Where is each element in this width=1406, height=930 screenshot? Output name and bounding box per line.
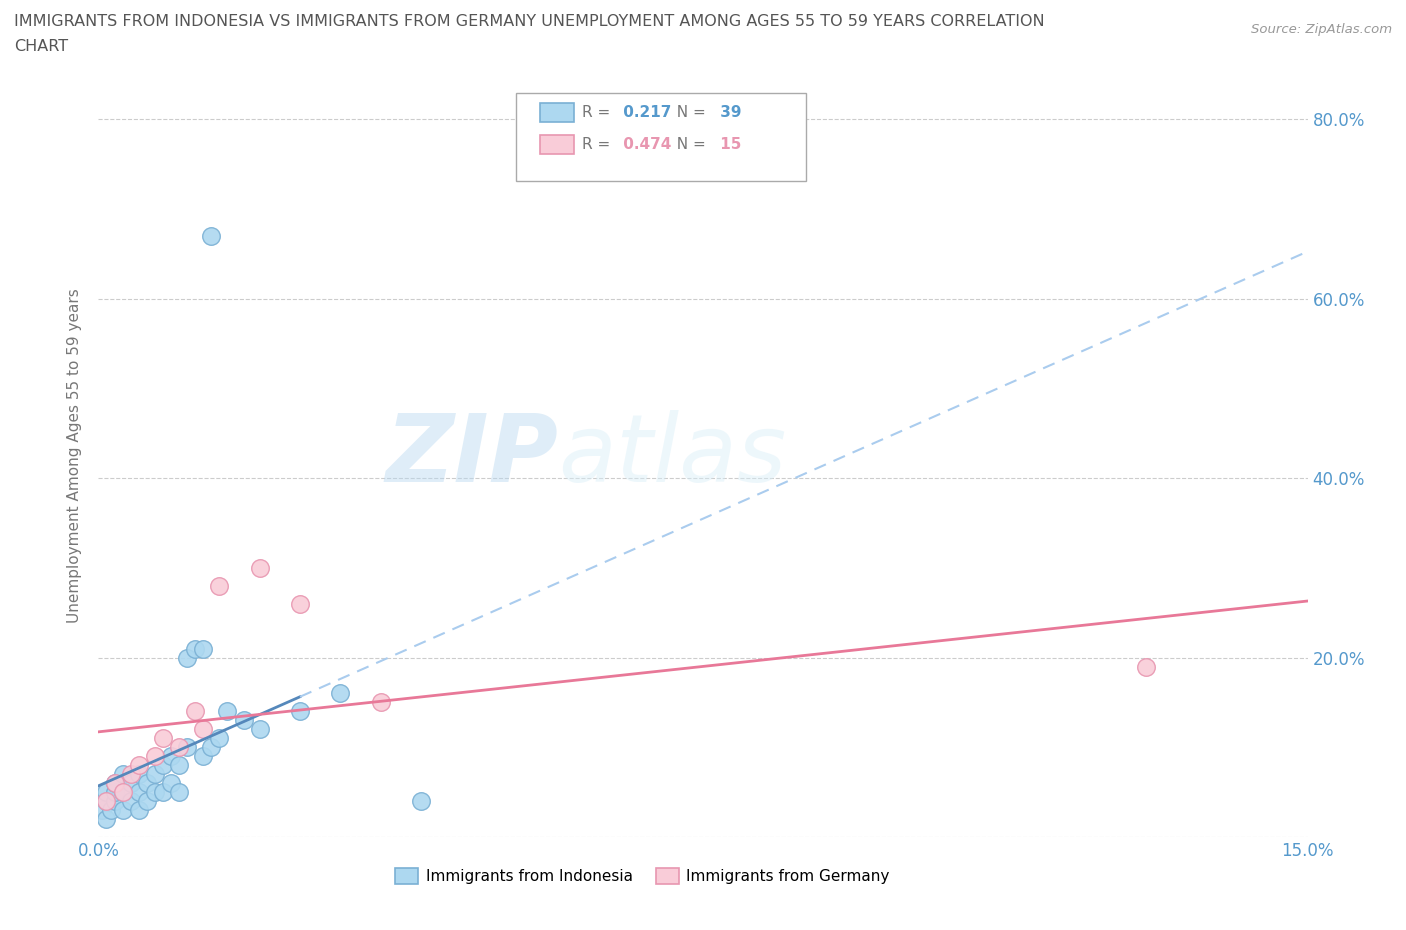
Y-axis label: Unemployment Among Ages 55 to 59 years: Unemployment Among Ages 55 to 59 years bbox=[67, 288, 83, 623]
Point bbox=[96, 785, 118, 800]
Point bbox=[96, 793, 118, 808]
Point bbox=[96, 793, 118, 808]
Point bbox=[232, 713, 254, 728]
Point bbox=[100, 803, 122, 817]
Point bbox=[143, 785, 166, 800]
Point bbox=[288, 704, 311, 719]
Point bbox=[160, 749, 183, 764]
Point bbox=[288, 596, 311, 611]
Point bbox=[103, 793, 125, 808]
Point bbox=[143, 766, 166, 781]
Text: atlas: atlas bbox=[558, 410, 786, 501]
Point bbox=[128, 766, 150, 781]
Point bbox=[193, 722, 215, 737]
FancyBboxPatch shape bbox=[540, 102, 574, 123]
Text: R =: R = bbox=[582, 137, 610, 153]
Point bbox=[120, 766, 142, 781]
FancyBboxPatch shape bbox=[540, 135, 574, 154]
Point bbox=[152, 785, 174, 800]
Point bbox=[111, 785, 134, 800]
Point bbox=[135, 793, 157, 808]
Point bbox=[370, 695, 392, 710]
FancyBboxPatch shape bbox=[516, 94, 806, 181]
Text: CHART: CHART bbox=[14, 39, 67, 54]
Point bbox=[208, 578, 231, 593]
Text: 0.474: 0.474 bbox=[619, 137, 672, 153]
Point bbox=[120, 793, 142, 808]
Point bbox=[167, 785, 190, 800]
Point bbox=[152, 731, 174, 746]
Point bbox=[167, 740, 190, 755]
Text: R =: R = bbox=[582, 105, 610, 120]
Point bbox=[167, 758, 190, 773]
Point bbox=[152, 758, 174, 773]
Point bbox=[329, 686, 352, 701]
Point bbox=[200, 229, 222, 244]
Point bbox=[143, 749, 166, 764]
Point bbox=[111, 803, 134, 817]
Point bbox=[176, 740, 198, 755]
Legend: Immigrants from Indonesia, Immigrants from Germany: Immigrants from Indonesia, Immigrants fr… bbox=[389, 862, 896, 890]
Text: N =: N = bbox=[666, 137, 706, 153]
Point bbox=[128, 785, 150, 800]
Point bbox=[249, 722, 271, 737]
Point bbox=[96, 812, 118, 827]
Point bbox=[91, 803, 114, 817]
Point bbox=[111, 766, 134, 781]
Point bbox=[208, 731, 231, 746]
Text: ZIP: ZIP bbox=[385, 410, 558, 501]
Point bbox=[193, 641, 215, 656]
Point bbox=[135, 776, 157, 790]
Point bbox=[217, 704, 239, 719]
Point bbox=[120, 776, 142, 790]
Point bbox=[103, 776, 125, 790]
Point bbox=[200, 740, 222, 755]
Point bbox=[103, 776, 125, 790]
Point bbox=[176, 650, 198, 665]
Point bbox=[249, 561, 271, 576]
Point bbox=[1135, 659, 1157, 674]
Point bbox=[128, 758, 150, 773]
Text: IMMIGRANTS FROM INDONESIA VS IMMIGRANTS FROM GERMANY UNEMPLOYMENT AMONG AGES 55 : IMMIGRANTS FROM INDONESIA VS IMMIGRANTS … bbox=[14, 14, 1045, 29]
Point bbox=[193, 749, 215, 764]
Point bbox=[128, 803, 150, 817]
Text: Source: ZipAtlas.com: Source: ZipAtlas.com bbox=[1251, 23, 1392, 36]
Text: 39: 39 bbox=[716, 105, 741, 120]
Point bbox=[160, 776, 183, 790]
Point bbox=[184, 641, 207, 656]
Text: 0.217: 0.217 bbox=[619, 105, 672, 120]
Point bbox=[184, 704, 207, 719]
Point bbox=[409, 793, 432, 808]
Text: 15: 15 bbox=[716, 137, 741, 153]
Text: N =: N = bbox=[666, 105, 706, 120]
Point bbox=[111, 785, 134, 800]
Point bbox=[103, 785, 125, 800]
